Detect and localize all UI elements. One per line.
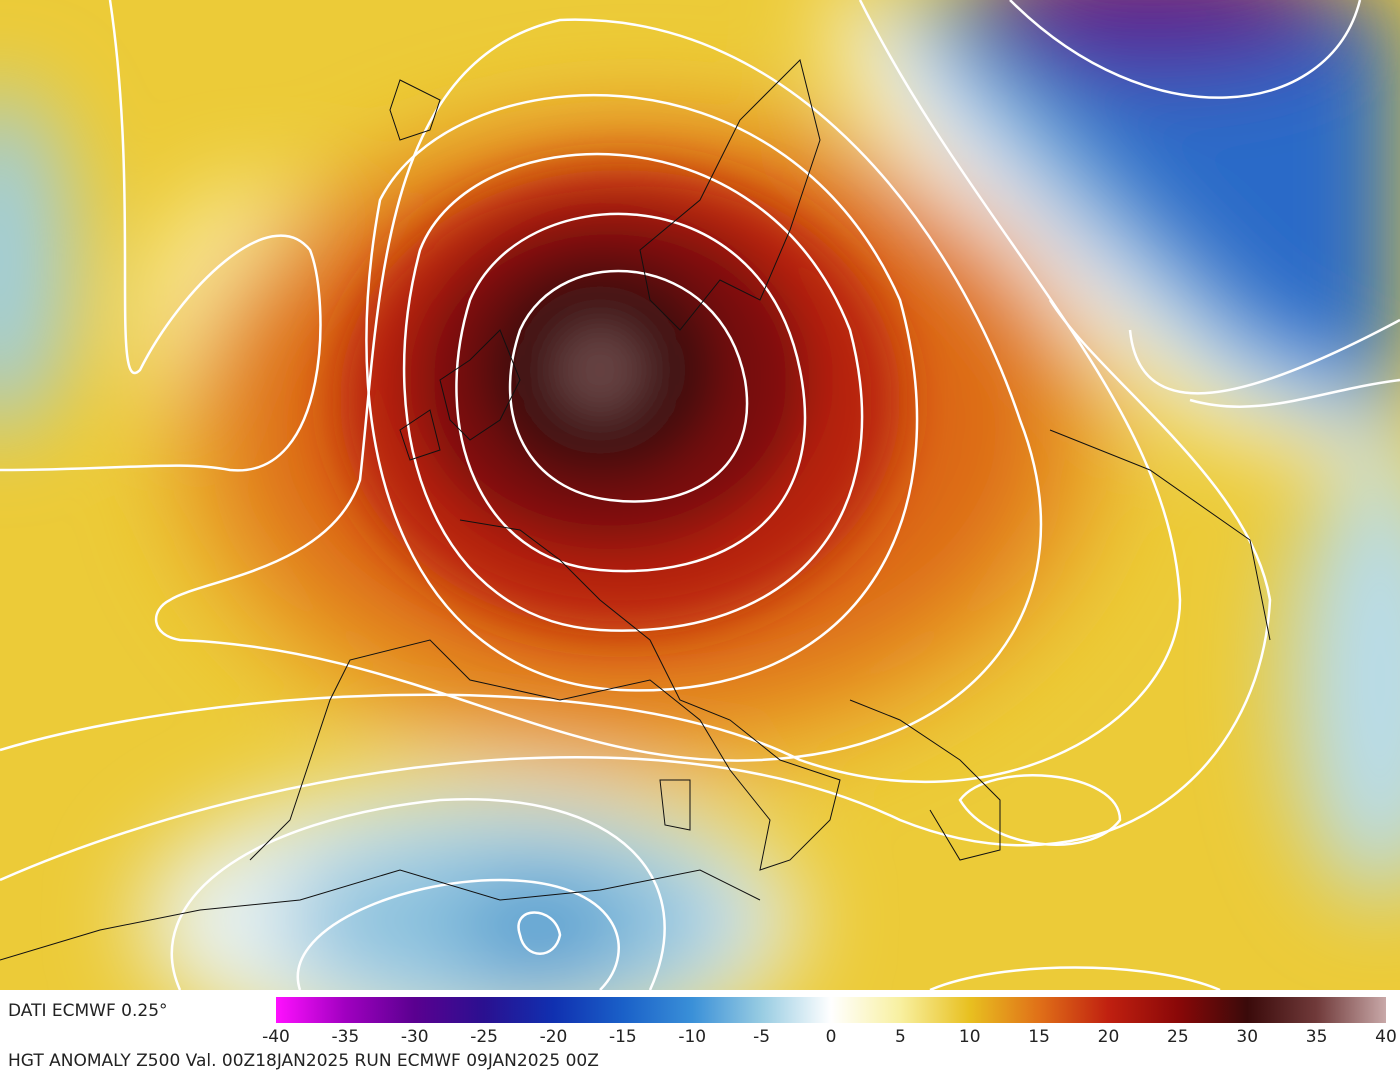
colorbar-tick-label: -15 [609, 1027, 637, 1047]
colorbar: -40 -35 -30 -25 -20 -15 -10 -5 0 5 10 15 20 25 30 35 40 [262, 997, 1397, 1047]
colorbar-tick-label: -25 [470, 1027, 498, 1047]
colorbar-tick-label: 20 [1098, 1027, 1120, 1047]
colorbar-tick-label: 25 [1167, 1027, 1189, 1047]
colorbar-tick-label: -20 [540, 1027, 568, 1047]
contours [0, 0, 1400, 990]
coastlines [0, 59, 1271, 961]
colorbar-tick-label: 0 [826, 1027, 837, 1047]
colorbar-tick-label: 5 [895, 1027, 906, 1047]
colorbar-tick-label: -40 [262, 1027, 290, 1047]
colorbar-tick-label: 40 [1375, 1027, 1397, 1047]
colorbar-tick-label: 15 [1028, 1027, 1050, 1047]
caption: HGT ANOMALY Z500 Val. 00Z18JAN2025 RUN E… [8, 1051, 599, 1071]
colorbar-scale [276, 997, 1386, 1023]
colorbar-tick-label: 35 [1306, 1027, 1328, 1047]
colorbar-tick-label: -10 [678, 1027, 706, 1047]
colorbar-tick-label: -5 [753, 1027, 770, 1047]
anomaly-map [0, 0, 1400, 990]
colorbar-tick-label: -30 [401, 1027, 429, 1047]
colorbar-tick-label: -35 [331, 1027, 359, 1047]
source-label: DATI ECMWF 0.25° [8, 1001, 168, 1021]
colorbar-tick-label: 10 [959, 1027, 981, 1047]
colorbar-tick-label: 30 [1236, 1027, 1258, 1047]
